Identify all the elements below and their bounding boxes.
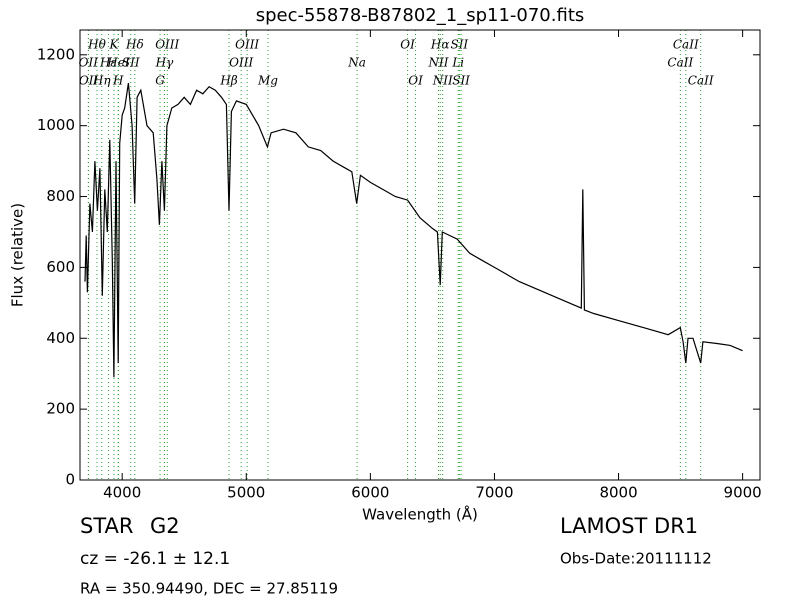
x-tick-label: 8000: [599, 484, 637, 502]
spectral-line-label: H: [112, 74, 124, 88]
x-tick-label: 7000: [475, 484, 513, 502]
spectral-line-label: OI: [400, 38, 415, 52]
spectral-line-label: OIII: [235, 38, 259, 52]
spectral-line-label: Hδ: [125, 38, 144, 52]
spectral-line-label: SII: [122, 56, 140, 70]
survey: LAMOST DR1: [560, 514, 698, 538]
x-tick-label: 6000: [351, 484, 389, 502]
spectral-line-label: OIII: [155, 38, 179, 52]
spectral-line-label: K: [109, 38, 120, 52]
y-tick-label: 1200: [37, 45, 75, 63]
y-tick-label: 1000: [37, 116, 75, 134]
coordinates: RA = 350.94490, DEC = 27.85119: [80, 580, 338, 598]
spectral-line-label: Na: [347, 56, 366, 70]
x-tick-label: 4000: [103, 484, 141, 502]
x-tick-label: 5000: [227, 484, 265, 502]
spectral-line-label: OI: [408, 74, 423, 88]
spectral-line-label: OIII: [229, 56, 253, 70]
plot-frame: [79, 29, 761, 481]
spectral-line-label: CaII: [667, 56, 693, 70]
spectral-line-label: Hα: [430, 38, 450, 52]
spectral-line-label: Hε: [99, 56, 117, 70]
spectral-line-label: Hθ: [87, 38, 106, 52]
spectral-line-label: SII: [450, 38, 468, 52]
y-tick-label: 200: [46, 400, 75, 418]
chart-title: spec-55878-B87802_1_sp11-070.fits: [256, 5, 585, 26]
object-class: STAR: [80, 514, 133, 538]
redshift: cz = -26.1 ± 12.1: [80, 549, 230, 569]
spectral-line-label: G: [155, 74, 165, 88]
spectral-line-label: Hγ: [155, 56, 174, 70]
spectral-line-label: Hη: [92, 74, 111, 88]
spectral-line-label: SII: [452, 74, 470, 88]
subclass: G2: [150, 514, 180, 538]
spectral-line-label: OII: [79, 74, 99, 88]
y-tick-label: 800: [46, 187, 75, 205]
spectral-line-label: Hβ: [219, 74, 237, 88]
y-tick-label: 0: [65, 471, 75, 489]
spectrum-line: [84, 83, 743, 378]
spectral-line-label: NII: [432, 74, 453, 88]
spectral-line-label: NII: [427, 56, 448, 70]
spectral-line-label: Mg: [257, 74, 278, 88]
obs-date: Obs-Date:20111112: [560, 550, 712, 568]
spectral-line-label: CaII: [688, 74, 714, 88]
y-axis-label: Flux (relative): [9, 203, 27, 307]
y-tick-label: 600: [46, 258, 75, 276]
spectral-line-label: Li: [451, 56, 464, 70]
x-tick-label: 9000: [724, 484, 762, 502]
spectral-line-label: CaII: [673, 38, 699, 52]
x-axis-label: Wavelength (Å): [362, 505, 478, 524]
y-tick-label: 400: [46, 329, 75, 347]
